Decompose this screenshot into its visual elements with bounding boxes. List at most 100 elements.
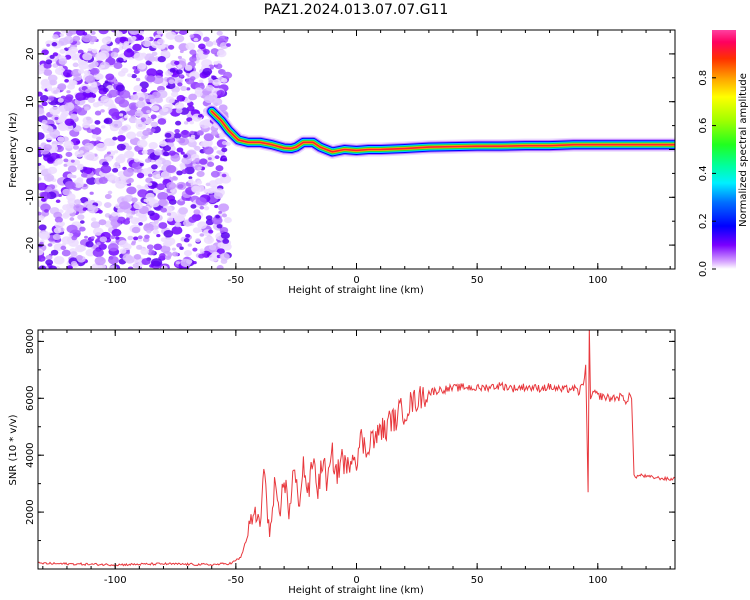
noise-blob	[88, 63, 95, 69]
noise-blob	[178, 207, 188, 215]
noise-blob	[223, 71, 233, 79]
noise-blob	[83, 167, 93, 175]
noise-blob	[176, 243, 183, 248]
noise-blob	[112, 167, 119, 173]
noise-blob	[151, 41, 161, 49]
noise-blob	[45, 254, 53, 261]
noise-blob	[85, 248, 96, 257]
noise-blob	[125, 150, 134, 158]
noise-blob	[158, 222, 168, 229]
noise-blob	[199, 158, 208, 165]
noise-blob	[72, 174, 77, 179]
noise-blob	[150, 114, 157, 120]
noise-blob	[188, 93, 198, 101]
noise-blob	[178, 137, 190, 146]
noise-blob	[91, 217, 97, 222]
noise-blob	[174, 34, 185, 43]
noise-blob	[178, 30, 188, 35]
colorbar-ticks: 0.0 0.2 0.4 0.6 0.8	[698, 70, 716, 277]
noise-blob	[130, 217, 140, 225]
noise-blob	[130, 36, 137, 41]
noise-blob	[89, 191, 94, 195]
noise-blob	[205, 219, 214, 226]
noise-blob	[173, 132, 182, 139]
noise-blob	[189, 49, 197, 55]
noise-blob	[203, 236, 215, 244]
noise-blob	[72, 62, 79, 68]
noise-blob	[119, 113, 124, 117]
noise-blob	[57, 118, 64, 124]
noise-blob	[67, 265, 73, 269]
noise-blob	[197, 114, 203, 118]
noise-blob	[216, 265, 224, 269]
noise-blob	[103, 98, 114, 107]
x-tick-label: -100	[104, 575, 127, 586]
noise-blob	[44, 209, 49, 213]
noise-blob	[131, 161, 143, 170]
noise-blob	[154, 159, 163, 165]
noise-blob	[155, 173, 162, 179]
noise-blob	[146, 109, 151, 114]
noise-blob	[84, 88, 91, 94]
noise-blob	[198, 79, 204, 84]
noise-blob	[82, 207, 87, 211]
noise-blob	[82, 32, 88, 36]
x-tick-label: -50	[228, 575, 244, 586]
noise-blob	[137, 123, 143, 128]
noise-blob	[47, 157, 54, 163]
noise-blob	[207, 161, 215, 167]
signal-trace	[204, 104, 675, 159]
noise-blob	[60, 113, 68, 119]
noise-blob	[63, 158, 69, 163]
noise-blob	[59, 65, 64, 69]
noise-blob	[84, 235, 88, 239]
noise-blob	[126, 48, 133, 53]
noise-blob	[49, 54, 55, 59]
noise-blob	[148, 141, 158, 150]
noise-blob	[153, 219, 159, 224]
noise-blob	[41, 101, 48, 107]
noise-blob	[145, 36, 151, 41]
noise-blob	[61, 213, 70, 219]
noise-blob	[153, 225, 159, 230]
noise-blob	[160, 50, 171, 58]
noise-blob	[111, 211, 118, 217]
noise-blob	[75, 244, 85, 253]
noise-blob	[45, 59, 53, 65]
x-tick-label: 0	[353, 575, 359, 586]
snr-x-label: Height of straight line (km)	[288, 585, 424, 596]
noise-blob	[153, 243, 163, 251]
noise-blob	[100, 164, 112, 174]
x-tick-label: 100	[588, 575, 607, 586]
noise-blob	[125, 179, 132, 184]
noise-blob	[152, 75, 164, 85]
noise-blob	[213, 61, 219, 65]
noise-blob	[150, 121, 159, 128]
noise-blob	[73, 204, 84, 212]
noise-blob	[179, 74, 184, 78]
noise-blob	[144, 234, 150, 239]
noise-blob	[184, 64, 193, 71]
noise-blob	[176, 147, 184, 153]
noise-blob	[160, 170, 172, 179]
noise-blob	[131, 240, 137, 244]
snr-x-ticks: -100 -50 0 50 100	[42, 330, 671, 586]
noise-blob	[216, 150, 222, 154]
noise-blob	[47, 243, 53, 247]
noise-blob	[43, 69, 53, 76]
noise-blob	[204, 95, 215, 104]
noise-blob	[44, 78, 49, 82]
noise-blob	[128, 30, 140, 35]
noise-blob	[90, 221, 101, 229]
noise-blob	[105, 73, 115, 81]
noise-blob	[38, 182, 48, 191]
noise-blob	[193, 209, 201, 215]
noise-blob	[203, 146, 214, 155]
snr-y-label: SNR (10 * v/v)	[8, 414, 19, 485]
noise-blob	[208, 244, 217, 251]
noise-blob	[146, 75, 156, 83]
noise-blob	[157, 55, 166, 63]
noise-blob	[196, 130, 204, 136]
noise-blob	[176, 69, 183, 75]
